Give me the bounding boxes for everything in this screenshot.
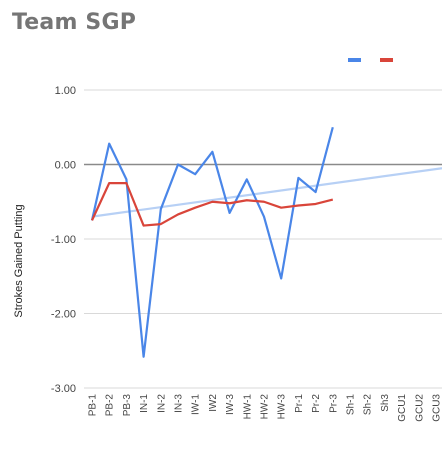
- x-tick-label: PB-2: [105, 394, 116, 417]
- x-tick-label: Pr-1: [294, 394, 305, 413]
- x-tick-label: Sh-1: [346, 394, 357, 416]
- y-tick-label: 1.00: [55, 85, 76, 97]
- y-tick-label: -1.00: [51, 234, 76, 246]
- x-tick-label: Sh3: [380, 394, 391, 412]
- x-tick-label: GCU1: [397, 394, 408, 422]
- x-tick-label: IN-1: [139, 394, 150, 413]
- x-tick-label: IN-2: [156, 394, 167, 413]
- y-tick-label: 0.00: [55, 160, 76, 172]
- x-tick-label: HW-1: [242, 394, 253, 420]
- x-tick-label: Sh-2: [363, 394, 374, 416]
- x-tick-label: GCU2: [414, 394, 425, 422]
- y-tick-label: -2.00: [51, 309, 76, 321]
- y-axis-label: Strokes Gained Putting: [13, 204, 25, 317]
- chart-title: Team SGP: [12, 10, 137, 35]
- x-tick-label: PB-1: [88, 394, 99, 417]
- x-tick-label: IW2: [208, 394, 219, 412]
- trendline-line: [91, 167, 442, 218]
- x-tick-label: Pr-2: [311, 394, 322, 413]
- legend-swatch-2: [380, 58, 393, 62]
- x-tick-label: IW-3: [225, 394, 236, 415]
- gridlines: [84, 89, 442, 389]
- trendline: [91, 167, 442, 218]
- x-axis-ticks: PB-1 PB-2 PB-3 IN-1 IN-2 IN-3 IW-1 IW2 IW-3 HW-1 H…: [88, 394, 442, 422]
- x-tick-label: Pr-3: [328, 394, 339, 413]
- x-tick-label: IW-1: [191, 394, 202, 415]
- legend: [348, 58, 393, 62]
- x-tick-label: IN-3: [174, 394, 185, 413]
- x-tick-label: HW-2: [260, 394, 271, 420]
- y-axis-ticks: 1.00 0.00 -1.00 -2.00 -3.00: [51, 85, 76, 395]
- y-tick-label: -3.00: [51, 383, 76, 395]
- x-tick-label: HW-3: [277, 394, 288, 420]
- x-tick-label: GCU3: [432, 394, 442, 422]
- series-line-1: [90, 126, 334, 358]
- x-tick-label: PB-3: [122, 394, 133, 417]
- legend-swatch-1: [348, 58, 361, 62]
- series-lines: [90, 126, 334, 358]
